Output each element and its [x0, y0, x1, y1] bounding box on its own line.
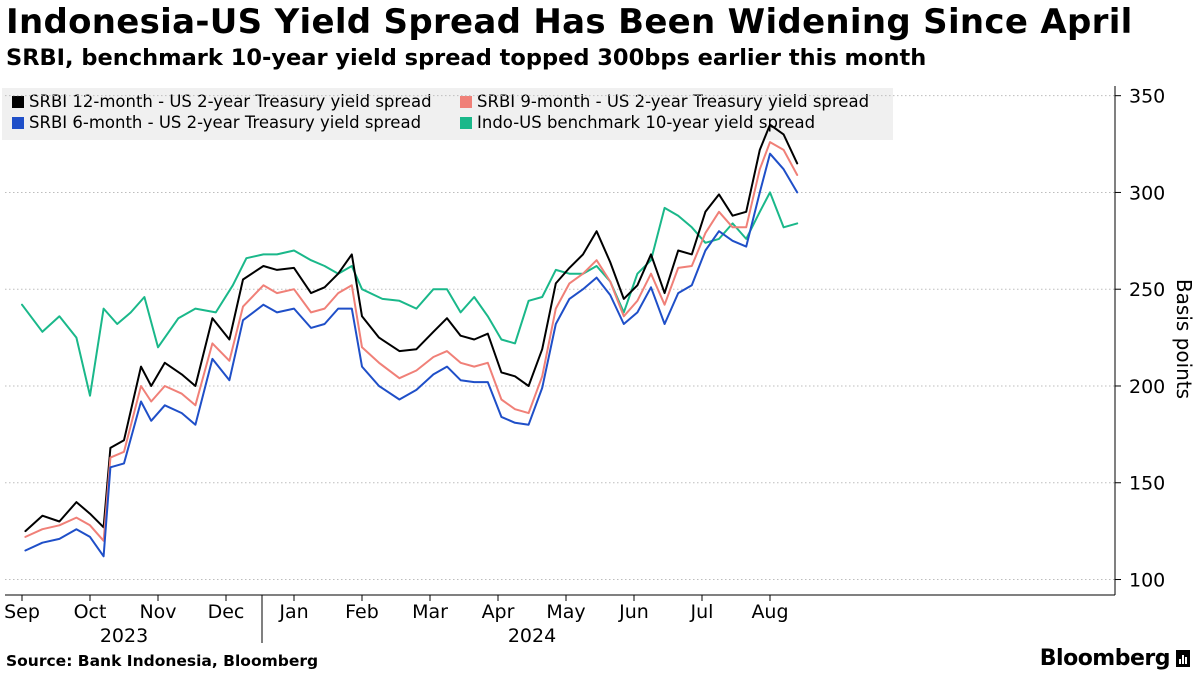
series-line-srbi-9m [24, 141, 799, 542]
x-tick-label-nov: Nov [139, 601, 176, 623]
series-line-indo-us-10y [21, 191, 799, 397]
y-tick-label-300: 300 [1129, 182, 1165, 204]
legend-item-indo-us-10y: Indo-US benchmark 10-year yield spread [460, 113, 815, 132]
y-tick-label-200: 200 [1129, 376, 1165, 398]
legend-swatch-srbi-9m [460, 95, 472, 108]
gridlines [5, 95, 1115, 581]
series-line-srbi-6m [24, 152, 799, 558]
x-tick-label-aug: Aug [751, 601, 788, 623]
legend-label-srbi-9m: SRBI 9-month - US 2-year Treasury yield … [477, 92, 870, 111]
y-tick-label-250: 250 [1129, 279, 1165, 301]
legend-item-srbi-12m: SRBI 12-month - US 2-year Treasury yield… [12, 92, 432, 111]
bloomberg-chart-icon [1176, 650, 1190, 667]
bloomberg-wordmark: Bloomberg [1039, 646, 1171, 671]
bloomberg-logo: Bloomberg [1040, 646, 1190, 671]
legend-label-indo-us-10y: Indo-US benchmark 10-year yield spread [477, 113, 816, 132]
legend-swatch-srbi-12m [12, 95, 24, 108]
year-label-2024: 2024 [508, 625, 556, 647]
legend-swatch-indo-us-10y [460, 116, 472, 129]
chart-subtitle: SRBI, benchmark 10-year yield spread top… [6, 45, 927, 71]
legend-item-srbi-6m: SRBI 6-month - US 2-year Treasury yield … [12, 113, 421, 132]
y-tick-label-150: 150 [1129, 473, 1165, 495]
x-tick-label-may: May [546, 601, 585, 623]
x-tick-label-jun: Jun [618, 601, 649, 623]
x-tick-label-feb: Feb [345, 601, 379, 623]
y-axis-label: Basis points [1172, 279, 1196, 399]
y-tick-label-100: 100 [1129, 570, 1165, 592]
x-tick-label-dec: Dec [208, 601, 245, 623]
year-label-2023: 2023 [100, 625, 148, 647]
x-axis: Sep Oct Nov Dec Jan Feb Mar Apr May Jun Jul Aug 2023… [4, 594, 1115, 647]
legend: SRBI 12-month - US 2-year Treasury yield… [2, 88, 893, 140]
series-lines [21, 123, 799, 558]
series-line-srbi-12m [24, 123, 799, 533]
legend-swatch-srbi-6m [12, 116, 24, 129]
source-note: Source: Bank Indonesia, Bloomberg [6, 652, 319, 670]
chart-title: Indonesia-US Yield Spread Has Been Widen… [6, 2, 1133, 42]
x-tick-label-oct: Oct [74, 601, 107, 623]
legend-item-srbi-9m: SRBI 9-month - US 2-year Treasury yield … [460, 92, 869, 111]
x-tick-label-sep: Sep [4, 601, 40, 623]
x-tick-label-jan: Jan [278, 601, 308, 623]
y-tick-label-350: 350 [1129, 86, 1165, 108]
x-tick-label-mar: Mar [412, 601, 448, 623]
legend-label-srbi-6m: SRBI 6-month - US 2-year Treasury yield … [29, 113, 422, 132]
legend-label-srbi-12m: SRBI 12-month - US 2-year Treasury yield… [29, 92, 432, 111]
x-tick-label-apr: Apr [482, 601, 515, 623]
y-axis: 100 150 200 250 300 350 [1114, 86, 1165, 595]
x-tick-label-jul: Jul [690, 601, 714, 623]
